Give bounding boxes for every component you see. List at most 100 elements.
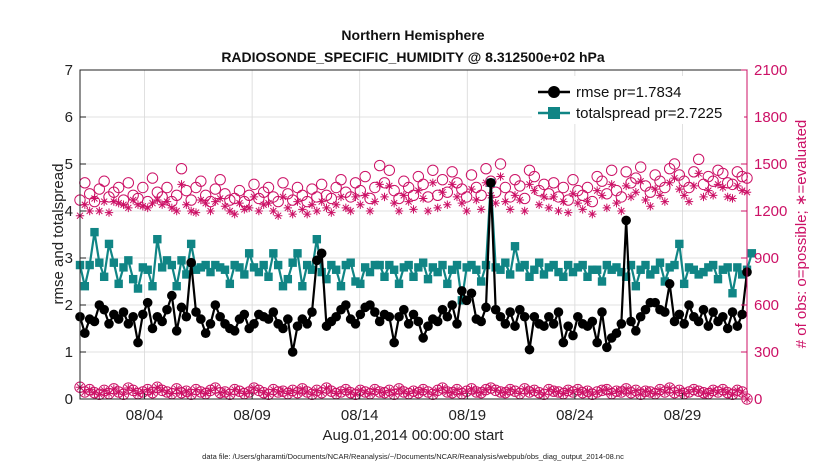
rmse-marker: [650, 297, 660, 308]
totalspread-marker: [336, 282, 346, 291]
y-axis-label: rmse and totalspread: [50, 164, 67, 305]
rmse-marker: [128, 311, 138, 322]
evaluated-obs-low-marker: [476, 388, 486, 397]
evaluated-obs-marker: [336, 192, 346, 202]
legend-totalspread-marker: [548, 107, 560, 119]
evaluated-obs-marker: [737, 186, 747, 195]
rmse-marker: [423, 321, 433, 331]
evaluated-obs-marker: [414, 186, 423, 195]
evaluated-obs-low-marker: [124, 383, 133, 393]
evaluated-obs-low-marker: [404, 389, 413, 398]
evaluated-obs-marker: [341, 203, 351, 213]
evaluated-obs-marker: [162, 197, 172, 206]
possible-obs-marker: [581, 181, 594, 194]
x-tick-label: 08/09: [233, 407, 271, 424]
y-right-tick-label: 2100: [754, 62, 787, 79]
rmse-marker: [292, 321, 303, 331]
possible-obs-marker: [475, 189, 487, 202]
rmse-marker: [490, 304, 501, 315]
evaluated-obs-low-marker: [157, 386, 167, 395]
evaluated-obs-marker: [568, 189, 578, 198]
evaluated-obs-marker: [215, 194, 225, 203]
rmse-marker: [302, 319, 312, 329]
evaluated-obs-low-marker: [447, 388, 457, 397]
totalspread-marker: [708, 260, 718, 270]
evaluated-obs-low-marker: [302, 387, 312, 397]
totalspread-marker: [322, 274, 331, 284]
totalspread-marker: [496, 265, 505, 274]
evaluated-obs-low-marker: [177, 388, 186, 397]
rmse-marker: [611, 328, 622, 339]
evaluated-obs-marker: [302, 209, 312, 219]
evaluated-obs-low-marker: [162, 387, 172, 397]
rmse-marker: [200, 328, 211, 339]
evaluated-obs-low-marker: [530, 386, 539, 395]
evaluated-obs-low-marker: [708, 386, 718, 395]
evaluated-obs-low-marker: [467, 384, 476, 394]
evaluated-obs-marker: [573, 198, 583, 208]
evaluated-obs-low-marker: [583, 386, 592, 396]
rmse-marker: [268, 307, 279, 317]
evaluated-obs-marker: [293, 197, 302, 206]
evaluated-obs-low-marker: [554, 387, 563, 397]
evaluated-obs-low-marker: [225, 390, 235, 399]
evaluated-obs-marker: [157, 200, 167, 209]
evaluated-obs-low-marker: [360, 387, 370, 397]
totalspread-marker: [433, 267, 442, 277]
possible-obs-marker: [412, 170, 425, 183]
rmse-marker: [312, 255, 322, 266]
data-file-footnote: data file: /Users/gharamti/Documents/NCA…: [202, 452, 624, 461]
totalspread-marker: [365, 267, 375, 277]
rmse-marker: [660, 307, 670, 317]
evaluated-obs-marker: [404, 197, 413, 206]
rmse-marker: [573, 311, 583, 322]
evaluated-obs-marker: [684, 197, 694, 206]
rmse-marker: [432, 316, 443, 327]
evaluated-obs-marker: [554, 206, 563, 216]
evaluated-obs-marker: [331, 200, 341, 209]
rmse-marker: [167, 290, 177, 301]
evaluated-obs-marker: [90, 194, 99, 203]
rmse-marker: [394, 311, 404, 322]
evaluated-obs-marker: [525, 180, 534, 189]
possible-obs-marker: [721, 177, 734, 189]
rmse-marker: [138, 309, 148, 320]
evaluated-obs-marker: [670, 173, 679, 183]
evaluated-obs-low-marker: [95, 390, 104, 399]
evaluated-obs-marker: [394, 206, 404, 216]
evaluated-obs-marker: [211, 197, 220, 206]
rmse-marker: [239, 309, 250, 320]
evaluated-obs-low-marker: [182, 386, 191, 396]
rmse-marker: [118, 307, 129, 317]
totalspread-marker: [196, 263, 206, 272]
evaluated-obs-marker: [259, 200, 268, 209]
totalspread-marker: [404, 260, 413, 270]
evaluated-obs-marker: [428, 178, 438, 187]
evaluated-obs-marker: [356, 200, 365, 209]
rmse-marker: [374, 316, 385, 327]
totalspread-marker: [298, 282, 307, 291]
rmse-marker: [664, 279, 675, 289]
rmse-marker: [563, 321, 573, 331]
totalspread-marker: [414, 263, 423, 272]
x-tick-label: 08/24: [556, 407, 594, 424]
y-tick-label: 2: [65, 297, 73, 314]
evaluated-obs-low-marker: [288, 386, 297, 395]
evaluated-obs-low-marker: [510, 386, 520, 396]
evaluated-obs-low-marker: [211, 383, 220, 393]
legend-rmse-marker: [548, 86, 560, 98]
totalspread-marker: [389, 265, 399, 274]
totalspread-marker: [399, 263, 409, 272]
totalspread-marker: [544, 263, 554, 272]
evaluated-obs-low-marker: [515, 389, 525, 398]
evaluated-obs-low-marker: [298, 384, 307, 394]
evaluated-obs-low-marker: [520, 384, 529, 394]
rmse-marker: [99, 304, 109, 315]
totalspread-marker: [573, 263, 583, 272]
totalspread-marker: [104, 239, 114, 249]
evaluated-obs-low-marker: [612, 386, 621, 396]
rmse-marker: [727, 307, 738, 317]
evaluated-obs-marker: [249, 192, 259, 202]
rmse-marker: [621, 215, 631, 226]
evaluated-obs-low-marker: [631, 386, 641, 395]
